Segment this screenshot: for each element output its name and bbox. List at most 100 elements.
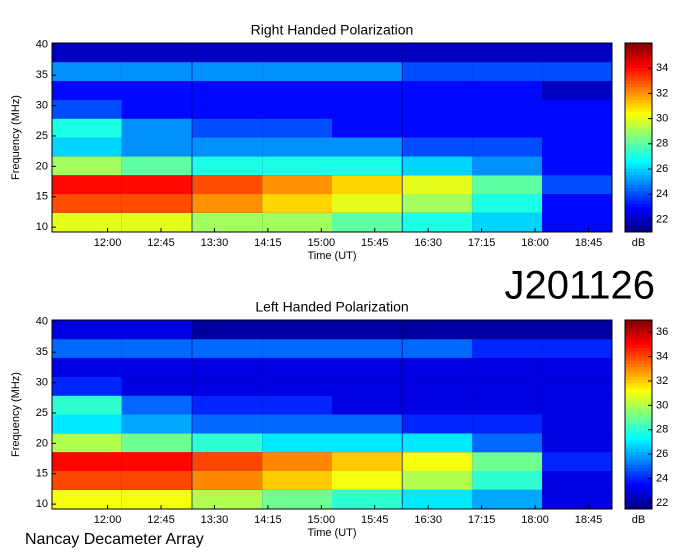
colorbar-step	[625, 159, 652, 164]
colorbar-step	[625, 109, 652, 113]
heat-cell	[472, 357, 543, 377]
x-tick-label: 12:00	[94, 237, 122, 249]
colorbar-step	[625, 433, 652, 438]
colorbar-step	[625, 187, 652, 192]
heat-cell	[402, 118, 473, 138]
heat-cell	[542, 118, 612, 138]
colorbar-step	[625, 414, 652, 419]
colorbar-tick-label: 26	[656, 163, 668, 175]
heat-cell	[262, 156, 332, 176]
colorbar-step	[625, 436, 652, 441]
colorbar-frame	[624, 42, 653, 233]
heat-cell	[262, 489, 332, 509]
heat-cell	[52, 339, 122, 358]
heat-cell	[262, 212, 332, 232]
y-tick-label: 40	[36, 316, 48, 328]
colorbar-step	[625, 87, 652, 91]
heat-cell	[121, 156, 192, 176]
heat-cell	[52, 156, 122, 176]
heat-cell	[542, 471, 612, 490]
heat-cell	[262, 43, 332, 63]
heat-cell	[472, 156, 543, 176]
x-tick-label: 12:45	[147, 514, 175, 526]
colorbar-step	[625, 480, 652, 485]
x-tick-label: 18:00	[521, 514, 549, 526]
heat-cell	[542, 137, 612, 157]
x-tick-label: 18:45	[575, 237, 603, 249]
heat-cell	[192, 156, 263, 176]
colorbar-step	[625, 345, 652, 349]
colorbar-step	[625, 486, 652, 491]
colorbar-step	[625, 58, 652, 63]
colorbar-step	[625, 449, 652, 453]
x-tick-label: 18:00	[521, 237, 549, 249]
colorbar-step	[625, 225, 652, 230]
heat-cell	[402, 395, 473, 415]
heat-cell	[472, 414, 543, 434]
x-tick-label: 17:15	[468, 237, 496, 249]
colorbar-step	[625, 181, 652, 186]
heat-cell	[192, 395, 263, 415]
heat-cell	[472, 376, 543, 396]
heat-cell	[542, 43, 612, 63]
x-axis-label: Time (UT)	[307, 527, 356, 539]
colorbar-step	[625, 165, 652, 170]
colorbar-step	[625, 178, 652, 183]
heat-cell	[402, 433, 473, 453]
heat-cell	[121, 118, 192, 138]
heat-cell	[402, 43, 473, 63]
colorbar-step	[625, 373, 652, 378]
colorbar-step	[625, 146, 652, 151]
colorbar-step	[625, 320, 652, 324]
colorbar-tick-label: 24	[656, 472, 668, 484]
heat-cell	[52, 357, 122, 377]
heat-cell	[332, 137, 402, 157]
colorbar-step	[625, 175, 652, 179]
y-tick-label: 15	[36, 191, 48, 203]
colorbar-step	[625, 68, 652, 72]
colorbar-step	[625, 112, 652, 116]
colorbar-step	[625, 219, 652, 224]
x-axis-label: Time (UT)	[307, 250, 356, 262]
heat-cell	[332, 433, 402, 453]
heat-cell	[402, 320, 473, 340]
colorbar-step	[625, 332, 652, 337]
heat-cell	[192, 357, 263, 377]
colorbar-step	[625, 430, 652, 434]
colorbar-step	[625, 61, 652, 66]
heat-cell	[192, 452, 263, 472]
colorbar-tick-label: 32	[656, 87, 668, 99]
colorbar-step	[625, 140, 652, 145]
heat-cell	[332, 43, 402, 63]
colorbar-tick-label: 26	[656, 448, 668, 460]
colorbar-step	[625, 106, 652, 110]
footer-label: Nancay Decameter Array	[25, 531, 204, 548]
heat-cell	[262, 452, 332, 472]
heat-cell	[52, 489, 122, 509]
heat-cell	[332, 471, 402, 490]
heat-cell	[52, 62, 122, 81]
colorbar-step	[625, 348, 652, 352]
y-tick-label: 20	[36, 437, 48, 449]
colorbar-step	[625, 90, 652, 94]
heat-cell	[121, 80, 192, 100]
colorbar-step	[625, 351, 652, 356]
x-tick-label: 13:30	[201, 514, 229, 526]
colorbar-step	[625, 386, 652, 390]
colorbar-step	[625, 216, 652, 220]
heat-cell	[262, 194, 332, 213]
colorbar-step	[625, 162, 652, 167]
colorbar-step	[625, 461, 652, 466]
colorbar-step	[625, 213, 652, 217]
colorbar-step	[625, 477, 652, 482]
heat-cell	[262, 118, 332, 138]
heat-cell	[542, 395, 612, 415]
heat-cell	[52, 99, 122, 119]
y-tick-label: 25	[36, 407, 48, 419]
heat-cell	[192, 62, 263, 81]
x-tick-label: 14:15	[254, 514, 282, 526]
colorbar-step	[625, 131, 652, 135]
colorbar-step	[625, 43, 652, 47]
heat-cell	[542, 489, 612, 509]
heat-cell	[262, 376, 332, 396]
